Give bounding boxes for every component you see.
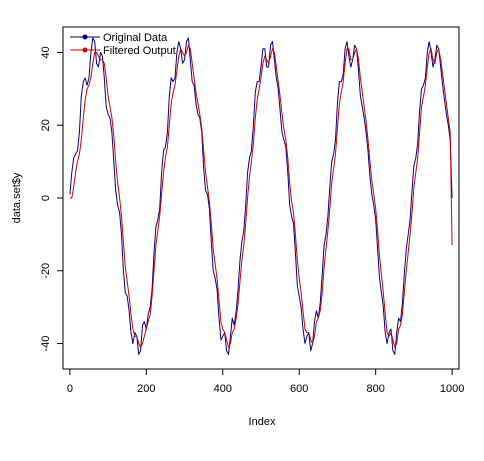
series-layer [69, 37, 453, 355]
legend-label-filtered-output: Filtered Output [103, 45, 176, 57]
x-tick-label: 1000 [440, 383, 464, 395]
x-tick-label: 800 [366, 383, 384, 395]
x-tick-label: 0 [67, 383, 73, 395]
x-tick-label: 200 [137, 383, 155, 395]
series-line-filtered-output [69, 44, 453, 348]
x-axis-label: Index [249, 416, 276, 428]
y-tick-label: -20 [40, 263, 52, 279]
x-tick-label: 400 [214, 383, 232, 395]
legend-marker-original-data [82, 34, 88, 40]
y-tick-label: 0 [40, 195, 52, 201]
y-tick-label: 40 [40, 46, 52, 58]
x-axis: 0 200 400 600 800 1000 [67, 368, 464, 395]
legend-marker-filtered-output [82, 47, 88, 53]
y-axis: -40 -20 0 20 40 [40, 46, 64, 352]
x-tick-label: 600 [290, 383, 308, 395]
y-axis-label: data.set$y [11, 172, 23, 223]
y-tick-label: 20 [40, 119, 52, 131]
legend-label-original-data: Original Data [103, 32, 168, 44]
y-tick-label: -40 [40, 336, 52, 352]
series-line-original-data [69, 37, 453, 355]
